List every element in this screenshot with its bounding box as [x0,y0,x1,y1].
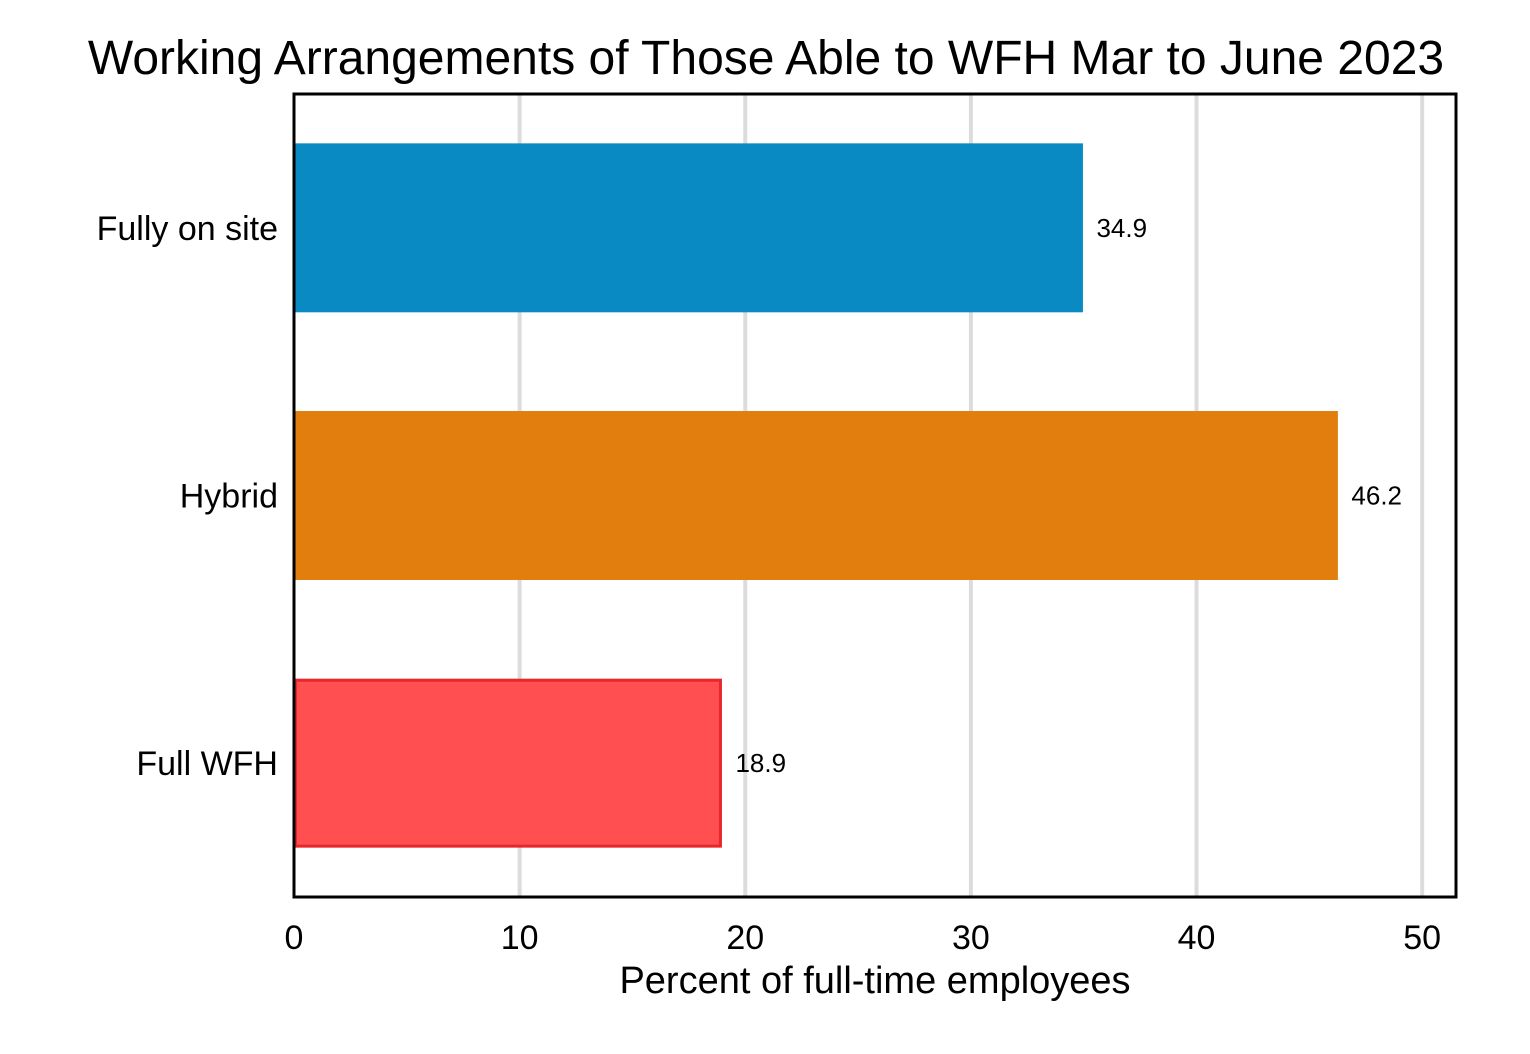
x-tick-label-0: 0 [285,919,304,957]
x-tick-labels: 0 10 20 30 40 50 [285,919,1442,957]
bars [294,143,1338,848]
value-labels: 34.9 46.2 18.9 [735,213,1402,778]
bar-hybrid [294,411,1338,580]
x-axis-title: Percent of full-time employees [619,960,1130,1002]
value-label-hybrid: 46.2 [1351,481,1402,511]
category-labels: Fully on site Hybrid Full WFH [97,210,278,783]
x-tick-label-10: 10 [501,919,539,957]
x-tick-label-50: 50 [1403,919,1441,957]
category-label-full-wfh: Full WFH [136,745,278,783]
category-label-hybrid: Hybrid [180,478,278,516]
x-tick-label-30: 30 [952,919,990,957]
value-label-fully-on-site: 34.9 [1096,213,1147,243]
x-tick-label-20: 20 [726,919,764,957]
bar-fully-on-site [294,143,1083,313]
x-tick-label-40: 40 [1178,919,1216,957]
plot-frame [292,92,1458,899]
chart-title: Working Arrangements of Those Able to WF… [88,32,1444,85]
category-label-fully-on-site: Fully on site [97,210,278,248]
bar-full-wfh [294,678,722,848]
value-label-full-wfh: 18.9 [735,748,786,778]
